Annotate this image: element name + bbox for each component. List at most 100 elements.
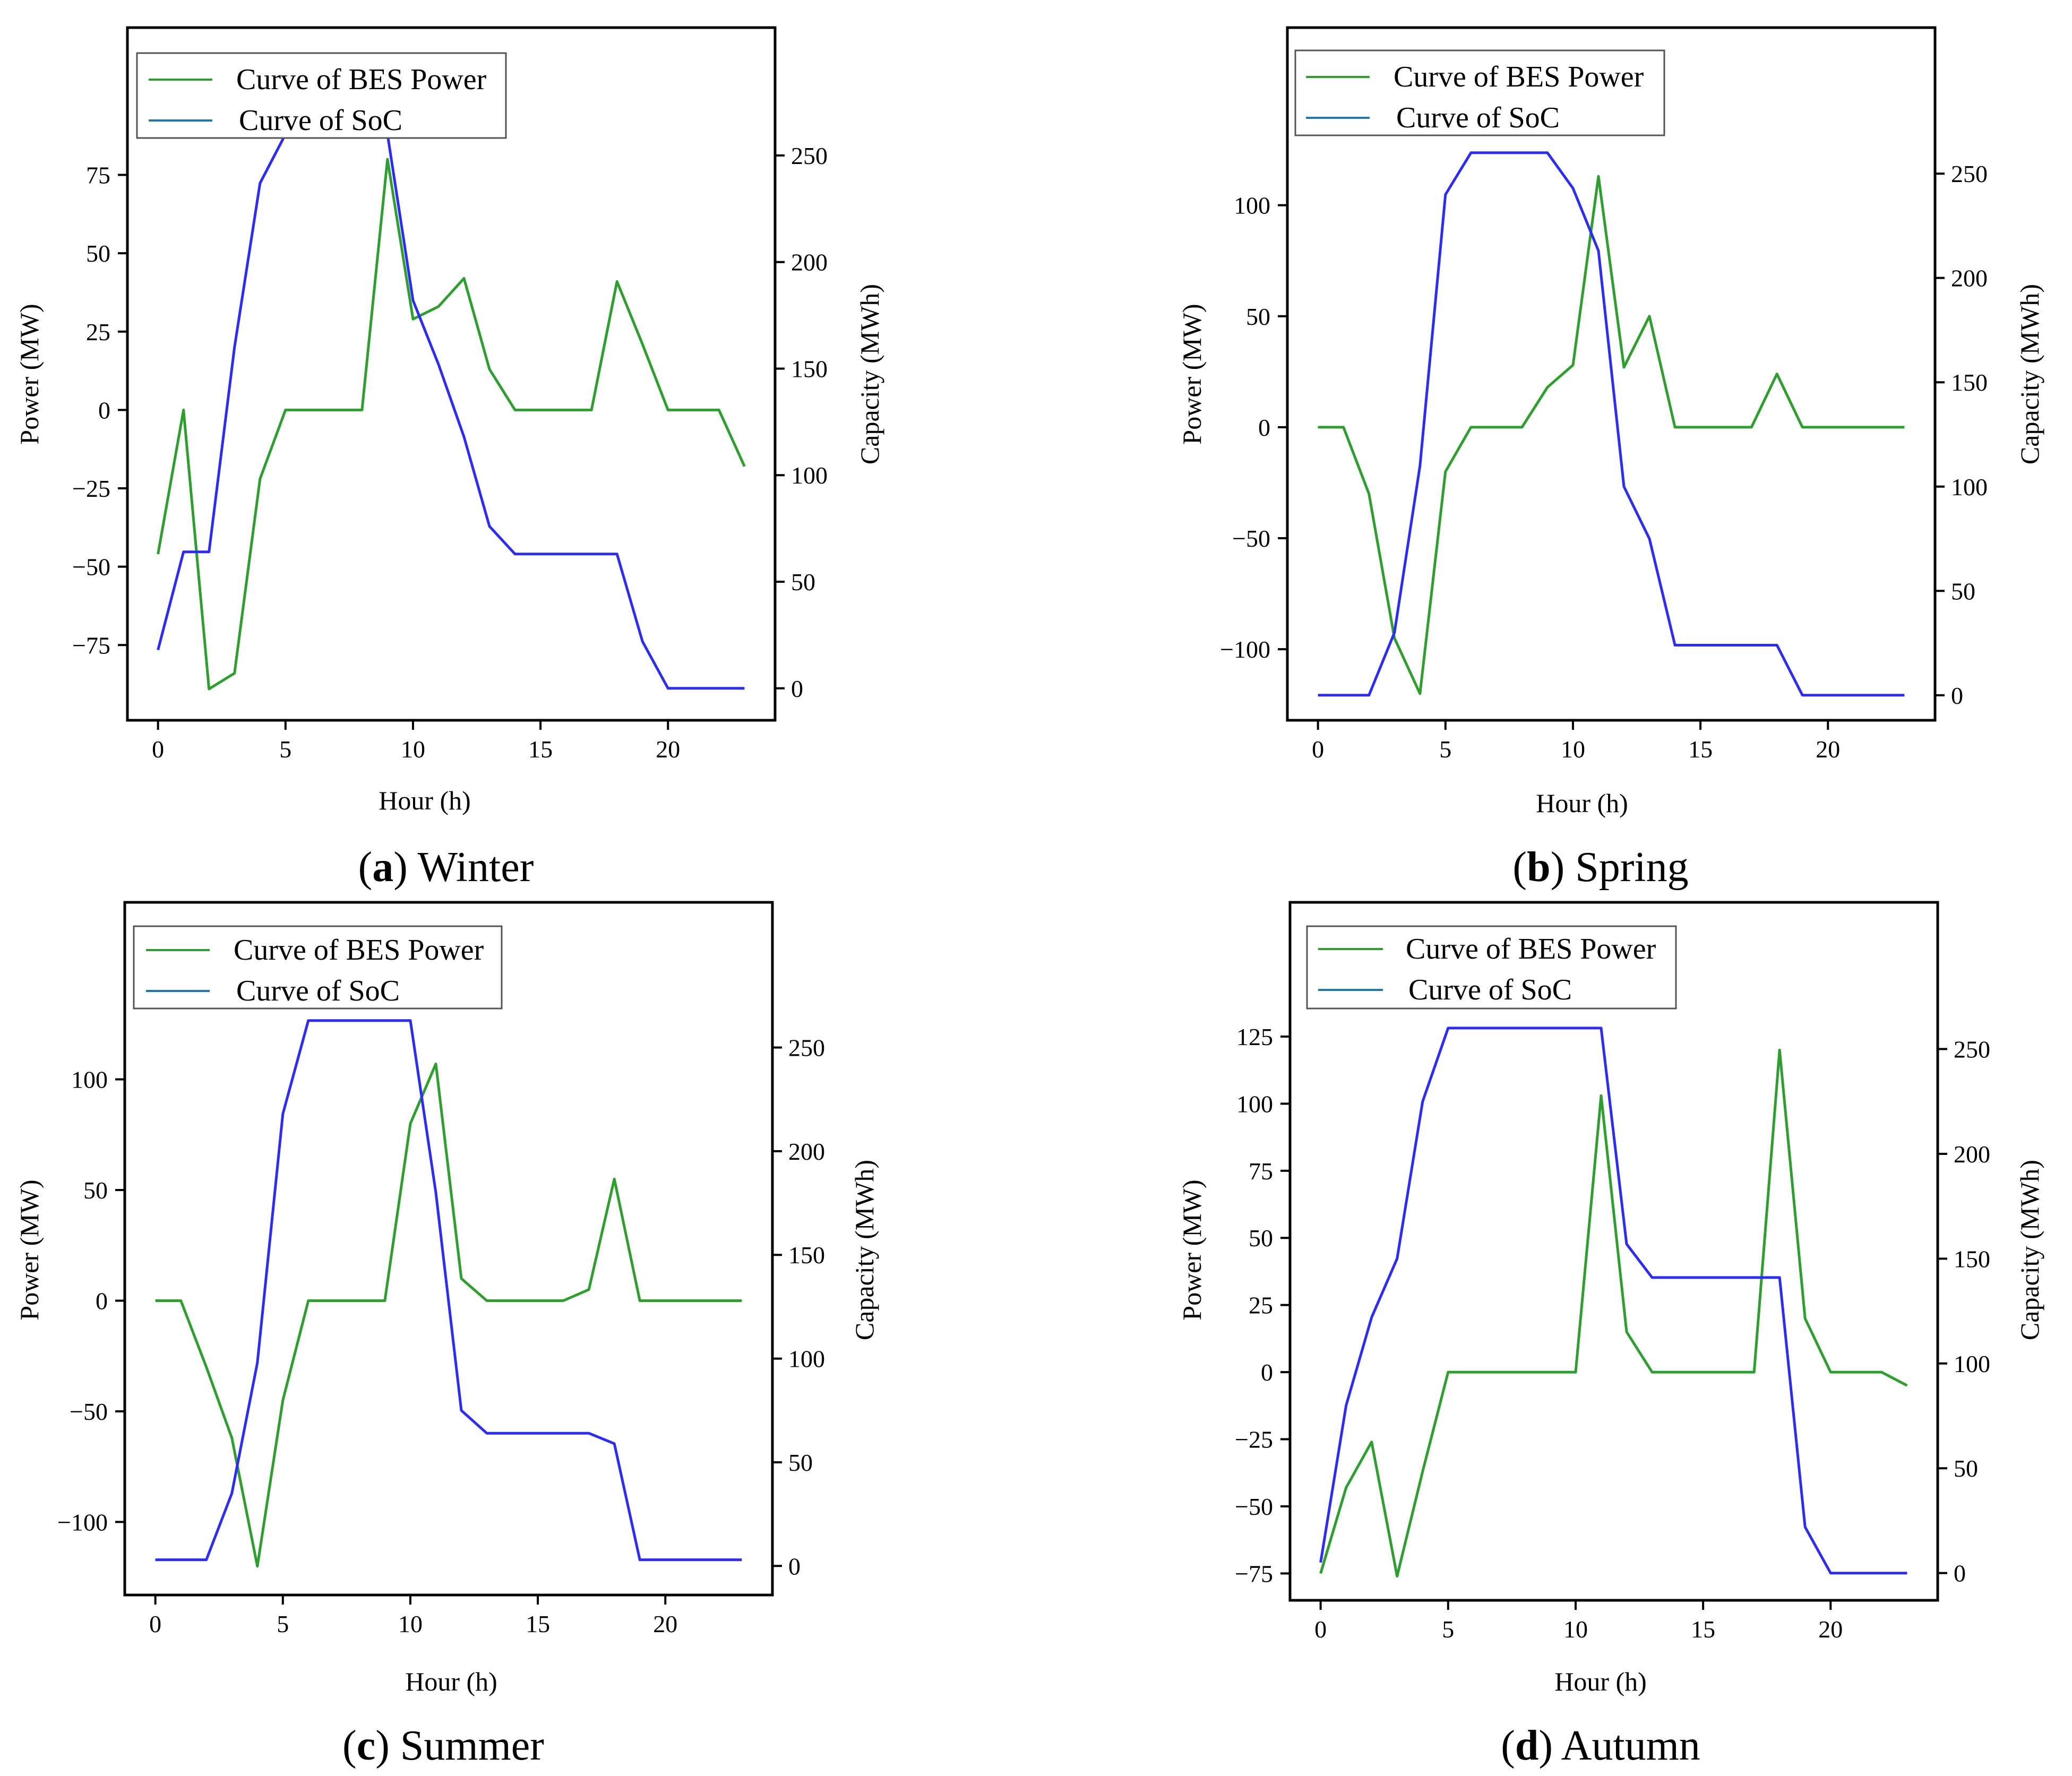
- panel-spring: 0 5 10 15 20 −100 −50 0 50 100 0 50 100 150 200 250 Cur…: [1177, 26, 2044, 891]
- autumn-ylabel: Power (MW): [1177, 1179, 1207, 1320]
- spring-ytick-label-100: 100: [1234, 192, 1270, 219]
- autumn-ytick-label--25: −25: [1235, 1426, 1273, 1453]
- autumn-legend: Curve of BES Power Curve of SoC: [1306, 925, 1677, 1010]
- spring-y2tick-label-0: 0: [1951, 682, 1963, 709]
- summer-ytick-label-50: 50: [83, 1177, 108, 1204]
- spring-axes-frame: [1286, 26, 1937, 722]
- panel-autumn: 0 5 10 15 20 −75 −50 −25 0 25 50 75 100 125 0 50 100 150 2…: [1177, 901, 2044, 1769]
- panel-summer: 0 5 10 15 20 −100 −50 0 50 100 0 50 100 150 200 250 Cur…: [14, 901, 879, 1769]
- winter-xlabel: Hour (h): [379, 786, 471, 815]
- winter-plot-layer: 0 5 10 15 20 −75 −50 −25 0 25 50 75 0 50 100 150 200 250: [72, 133, 828, 763]
- winter-caption-title: Winter: [417, 844, 534, 891]
- autumn-y2tick-label-150: 150: [1954, 1245, 1990, 1272]
- winter-y2tick-label-100: 100: [791, 462, 828, 489]
- autumn-axes-frame: [1288, 901, 1939, 1602]
- spring-ytick-label-50: 50: [1246, 303, 1270, 330]
- winter-y2tick-label-250: 250: [791, 142, 828, 169]
- winter-caption-letter: a: [372, 844, 393, 891]
- winter-legend-soc-label: Curve of SoC: [239, 104, 402, 137]
- winter-series-soc-line: [157, 133, 745, 690]
- autumn-y2tick-label-100: 100: [1954, 1350, 1990, 1377]
- winter-ytick-label--25: −25: [72, 475, 110, 502]
- winter-axes-frame: [126, 26, 777, 722]
- summer-plot-layer: 0 5 10 15 20 −100 −50 0 50 100 0 50 100 150 200 250: [57, 1019, 825, 1637]
- spring-y2tick-label-250: 250: [1951, 160, 1988, 187]
- spring-xtick-label-20: 20: [1816, 736, 1840, 763]
- spring-y2tick-label-50: 50: [1951, 577, 1975, 605]
- autumn-caption: (d) Autumn: [1501, 1722, 1700, 1769]
- summer-ytick-label--50: −50: [70, 1398, 108, 1425]
- spring-legend-box: [1294, 49, 1665, 136]
- summer-y2tick-label-100: 100: [788, 1346, 825, 1373]
- spring-ytick-label--50: −50: [1232, 525, 1270, 552]
- spring-caption: (b) Spring: [1512, 844, 1688, 891]
- spring-xlabel: Hour (h): [1536, 788, 1628, 818]
- summer-xtick-label-20: 20: [653, 1610, 677, 1637]
- winter-ylabel: Power (MW): [14, 304, 44, 444]
- autumn-series-power-line: [1319, 1048, 1908, 1577]
- panel-winter: 0 5 10 15 20−75−50−250255075050100150200250 …: [14, 26, 884, 891]
- winter-y2tick-label-200: 200: [791, 249, 828, 276]
- spring-xtick-label-10: 10: [1561, 736, 1585, 763]
- winter-ytick-label--50: −50: [72, 554, 110, 581]
- autumn-ytick-label--50: −50: [1235, 1493, 1273, 1520]
- winter-ytick-label-0: 0: [98, 396, 110, 424]
- winter-xtick-label-20: 20: [656, 736, 680, 763]
- summer-legend-box: [133, 925, 503, 1010]
- summer-legend-soc-label: Curve of SoC: [236, 975, 400, 1007]
- autumn-y2label: Capacity (MWh): [2015, 1160, 2044, 1340]
- autumn-ytick-label-100: 100: [1236, 1090, 1273, 1117]
- autumn-ytick-label-75: 75: [1249, 1158, 1273, 1185]
- spring-y2label: Capacity (MWh): [2015, 284, 2044, 464]
- autumn-legend-soc-label: Curve of SoC: [1408, 973, 1572, 1006]
- summer-y2tick-label-150: 150: [788, 1242, 825, 1269]
- winter-xtick-label-15: 15: [528, 736, 553, 763]
- winter-legend-power-label: Curve of BES Power: [236, 63, 487, 96]
- summer-ytick-label-100: 100: [71, 1066, 108, 1093]
- summer-caption: (c) Summer: [342, 1722, 544, 1769]
- summer-ytick-label-0: 0: [96, 1287, 108, 1314]
- summer-xtick-label-0: 0: [149, 1610, 161, 1637]
- summer-ytick-label--100: −100: [57, 1508, 108, 1536]
- spring-xtick-label-5: 5: [1439, 736, 1451, 763]
- spring-legend: Curve of BES Power Curve of SoC: [1294, 49, 1665, 136]
- autumn-y2tick-label-250: 250: [1954, 1036, 1990, 1063]
- winter-y2tick-label-50: 50: [791, 568, 815, 596]
- summer-legend: Curve of BES Power Curve of SoC: [133, 925, 503, 1010]
- spring-ytick-label-0: 0: [1258, 414, 1270, 441]
- winter-legend-box: [136, 52, 507, 139]
- summer-legend-power-label: Curve of BES Power: [234, 934, 484, 967]
- summer-xtick-label-15: 15: [526, 1610, 550, 1637]
- autumn-ytick-label-50: 50: [1249, 1225, 1273, 1252]
- autumn-ytick-label--75: −75: [1235, 1560, 1273, 1587]
- spring-y2tick-label-200: 200: [1951, 265, 1988, 292]
- spring-legend-power-label: Curve of BES Power: [1394, 61, 1644, 93]
- spring-y2tick-label-100: 100: [1951, 473, 1988, 501]
- winter-y2tick-label-0: 0: [791, 675, 803, 702]
- winter-series-power-line: [157, 158, 746, 691]
- spring-xtick-label-0: 0: [1312, 736, 1324, 763]
- autumn-y2tick-label-50: 50: [1954, 1455, 1978, 1482]
- spring-y2tick-label-150: 150: [1951, 369, 1988, 396]
- autumn-y2tick-label-200: 200: [1954, 1141, 1990, 1168]
- autumn-y2tick-label-0: 0: [1954, 1560, 1966, 1587]
- summer-ylabel: Power (MW): [14, 1179, 44, 1320]
- spring-xtick-label-15: 15: [1688, 736, 1713, 763]
- autumn-legend-box: [1306, 925, 1677, 1010]
- spring-caption-letter: b: [1527, 844, 1551, 891]
- summer-y2tick-label-0: 0: [788, 1553, 801, 1580]
- spring-ytick-label--100: −100: [1220, 636, 1270, 663]
- spring-legend-soc-label: Curve of SoC: [1396, 101, 1560, 134]
- autumn-xtick-label-20: 20: [1818, 1616, 1843, 1643]
- autumn-xtick-label-0: 0: [1314, 1616, 1327, 1643]
- autumn-xtick-label-5: 5: [1442, 1616, 1454, 1643]
- autumn-xtick-label-15: 15: [1691, 1616, 1715, 1643]
- winter-ytick-label-50: 50: [86, 240, 110, 267]
- autumn-caption-title: Autumn: [1561, 1722, 1700, 1769]
- winter-legend: Curve of BES Power Curve of SoC: [136, 52, 507, 139]
- autumn-ytick-label-125: 125: [1236, 1023, 1273, 1050]
- winter-ytick-label-75: 75: [86, 162, 110, 189]
- autumn-ytick-label-0: 0: [1261, 1359, 1273, 1386]
- winter-caption: (a) Winter: [358, 844, 534, 891]
